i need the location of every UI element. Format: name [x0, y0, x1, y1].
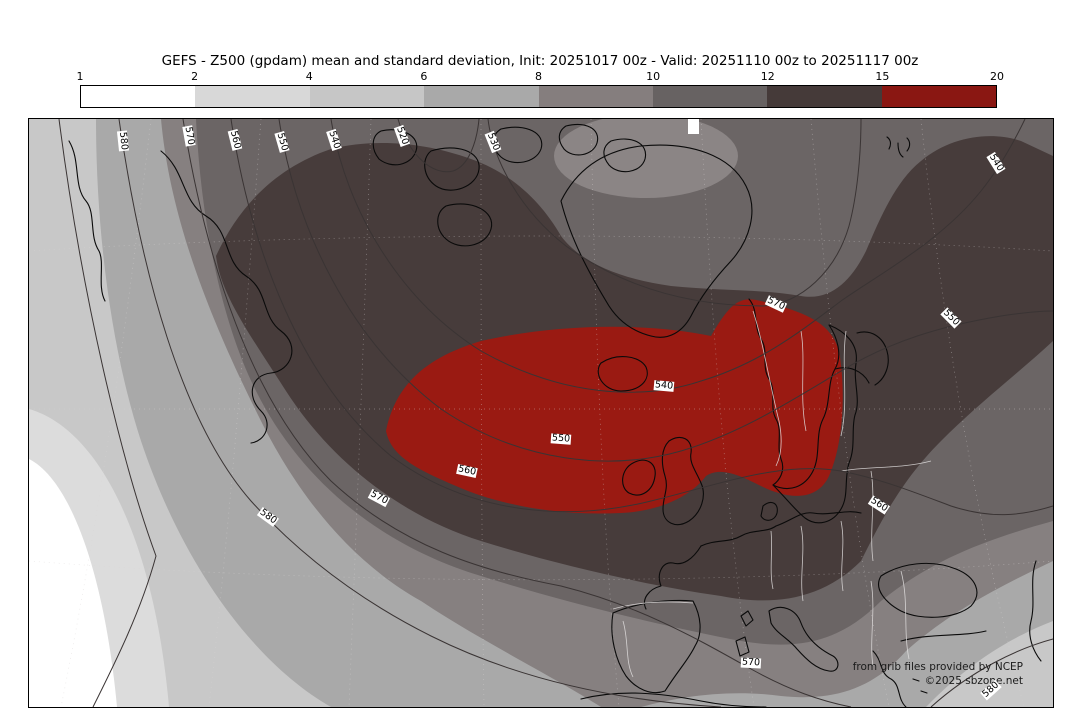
colorbar-segment	[424, 86, 539, 107]
attribution-source: from grib files provided by NCEP	[852, 661, 1023, 673]
graticule	[29, 119, 1053, 707]
colorbar-tick: 2	[191, 70, 199, 83]
contour-label: 570	[740, 656, 762, 669]
map-blank-strip	[688, 119, 699, 134]
colorbar-segment	[538, 86, 653, 107]
colorbar: 1 2 4 6 8 10 12 15 20	[76, 70, 1005, 108]
colorbar-gradient	[80, 85, 997, 108]
colorbar-tick: 15	[875, 70, 890, 83]
map-canvas	[29, 119, 1053, 707]
attribution-copyright: ©2025 sbzone.net	[925, 675, 1023, 687]
colorbar-segment	[881, 86, 996, 107]
colorbar-tick: 6	[420, 70, 428, 83]
contour-label: 540	[653, 379, 675, 392]
copyright-prefix: ©2025 sb	[924, 675, 978, 687]
chart-title: GEFS - Z500 (gpdam) mean and standard de…	[161, 53, 919, 69]
colorbar-tick-labels: 1 2 4 6 8 10 12 15 20	[76, 70, 1005, 85]
map-panel: 580 570 560 550 540 520 530 570 540 550 …	[28, 118, 1054, 708]
colorbar-tick: 10	[646, 70, 661, 83]
colorbar-segment	[81, 86, 196, 107]
colorbar-segment	[195, 86, 310, 107]
colorbar-segment	[309, 86, 425, 107]
colorbar-tick: 20	[990, 70, 1004, 83]
coastlines	[68, 124, 1042, 707]
colorbar-tick: 12	[760, 70, 775, 83]
colorbar-segment	[652, 86, 768, 107]
colorbar-segment	[767, 86, 882, 107]
contour-label: 550	[550, 432, 572, 445]
stddev-shading	[29, 119, 1053, 707]
contour-label: 570	[182, 125, 197, 147]
colorbar-tick: 8	[535, 70, 542, 83]
z500-contours	[58, 119, 1053, 707]
colorbar-tick: 1	[76, 70, 84, 83]
contour-label: 580	[116, 130, 130, 152]
country-borders	[612, 310, 932, 678]
colorbar-tick: 4	[305, 70, 313, 83]
